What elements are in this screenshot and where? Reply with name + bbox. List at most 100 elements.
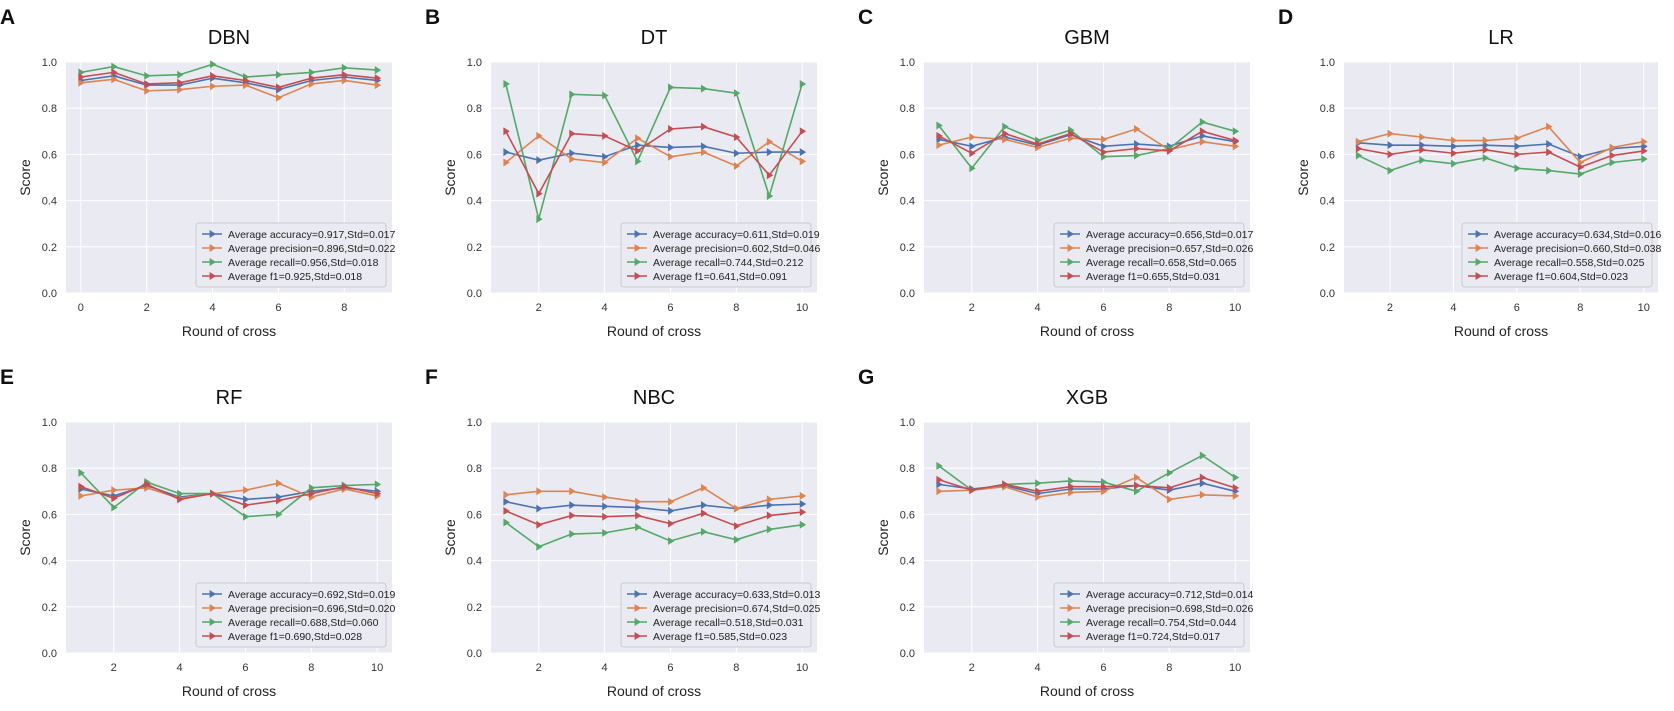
data-point-accuracy — [635, 503, 642, 512]
y-tick-label: 0.6 — [1320, 149, 1335, 161]
legend-entry-precision: Average precision=0.698,Std=0.026 — [1086, 603, 1254, 615]
data-point-f1 — [1577, 163, 1585, 172]
y-tick-label: 0.4 — [900, 556, 915, 568]
x-tick-label: 6 — [242, 662, 248, 674]
y-tick-label: 0.8 — [900, 103, 915, 115]
y-axis-label: Score — [17, 519, 33, 556]
data-point-f1 — [374, 489, 382, 498]
y-tick-label: 1.0 — [42, 417, 57, 429]
data-point-f1 — [936, 131, 943, 140]
data-point-recall — [374, 480, 382, 489]
chart-d: D LR 0.0 0.2 0.4 0.6 0.8 1.0 2 4 6 8 10 Round of cros… — [1278, 6, 1662, 339]
data-point-f1 — [78, 482, 85, 491]
data-point-precision — [1387, 129, 1394, 138]
legend-entry-f1: Average f1=0.641,Std=0.091 — [653, 271, 787, 283]
x-tick-label: 8 — [341, 302, 347, 314]
x-tick-label: 4 — [602, 302, 608, 314]
data-point-f1 — [1035, 487, 1042, 496]
data-point-recall — [1451, 159, 1458, 168]
x-tick-label: 6 — [667, 662, 673, 674]
y-tick-label: 0.0 — [1320, 288, 1335, 300]
x-axis-label: Round of cross — [607, 323, 701, 339]
chart-title: DBN — [208, 27, 250, 49]
legend-entry-recall: Average recall=0.754,Std=0.044 — [1086, 617, 1237, 629]
data-point-f1 — [1232, 483, 1240, 492]
data-point-f1 — [111, 68, 118, 77]
data-point-f1 — [1641, 146, 1648, 155]
y-axis-label: Score — [875, 519, 891, 556]
legend-entry-precision: Average precision=0.696,Std=0.020 — [228, 603, 396, 615]
legend-marker-accuracy — [634, 230, 641, 238]
panel-letter: E — [0, 366, 14, 389]
x-tick-label: 6 — [1100, 662, 1106, 674]
data-point-recall — [733, 89, 741, 98]
data-point-f1 — [569, 129, 576, 138]
data-point-recall — [503, 79, 510, 88]
data-point-recall — [1199, 451, 1207, 460]
series-line-recall — [505, 521, 803, 548]
data-point-f1 — [569, 511, 576, 520]
y-tick-label: 0.4 — [467, 556, 482, 568]
data-point-precision — [1035, 493, 1042, 502]
series-line-f1 — [938, 476, 1236, 493]
data-point-recall — [766, 191, 774, 200]
legend-marker-precision — [209, 604, 216, 612]
data-point-f1 — [1451, 149, 1458, 158]
series-line-recall — [1357, 154, 1644, 175]
data-point-f1 — [1355, 144, 1363, 153]
legend-entry-accuracy: Average accuracy=0.611,Std=0.019 — [653, 229, 820, 241]
data-point-accuracy — [1514, 142, 1521, 151]
x-tick-label: 2 — [969, 662, 975, 674]
legend-marker-f1 — [1067, 272, 1074, 280]
data-point-accuracy — [700, 501, 708, 510]
data-point-accuracy — [503, 497, 510, 506]
x-axis-label: Round of cross — [607, 683, 701, 699]
y-tick-label: 0.8 — [467, 463, 482, 475]
legend — [195, 582, 387, 648]
legend-entry-recall: Average recall=0.558,Std=0.025 — [1494, 257, 1645, 269]
data-point-recall — [668, 536, 675, 545]
y-tick-label: 0.4 — [42, 196, 57, 208]
data-point-recall — [1577, 170, 1585, 179]
data-point-precision — [308, 79, 316, 88]
legend-marker-recall — [209, 618, 216, 626]
data-point-precision — [536, 487, 543, 496]
y-tick-label: 0.8 — [900, 463, 915, 475]
legend-marker-precision — [1475, 244, 1482, 252]
legend-entry-accuracy: Average accuracy=0.692,Std=0.019 — [228, 589, 396, 601]
data-point-recall — [1002, 122, 1009, 131]
x-tick-label: 4 — [1035, 302, 1041, 314]
data-point-precision — [799, 157, 807, 166]
data-point-recall — [1166, 468, 1174, 477]
data-point-recall — [700, 527, 708, 536]
data-point-precision — [635, 134, 642, 143]
legend-marker-f1 — [1475, 272, 1482, 280]
data-point-f1 — [210, 489, 217, 498]
x-tick-label: 10 — [371, 662, 383, 674]
x-tick-label: 4 — [177, 662, 183, 674]
data-point-precision — [144, 86, 151, 95]
chart-f: F NBC 0.0 0.2 0.4 0.6 0.8 1.0 2 4 6 8 10 Round of cro… — [425, 366, 821, 699]
y-tick-label: 0.2 — [467, 602, 482, 614]
data-point-f1 — [1199, 127, 1207, 136]
y-tick-label: 0.8 — [1320, 103, 1335, 115]
x-tick-label: 8 — [1166, 662, 1172, 674]
data-point-f1 — [668, 124, 675, 133]
x-tick-label: 6 — [1514, 302, 1520, 314]
x-axis-label: Round of cross — [182, 323, 276, 339]
data-point-recall — [210, 60, 217, 69]
data-point-accuracy — [602, 502, 609, 511]
x-axis-label: Round of cross — [1040, 323, 1134, 339]
data-point-recall — [1419, 156, 1426, 165]
data-point-precision — [1232, 491, 1240, 500]
panel-e: E RF 0.0 0.2 0.4 0.6 0.8 1.0 2 4 6 8 10 Round of cros… — [0, 360, 420, 711]
x-tick-label: 8 — [1166, 302, 1172, 314]
data-point-precision — [1068, 488, 1075, 497]
data-point-f1 — [1199, 473, 1207, 482]
data-point-accuracy — [1387, 141, 1394, 150]
data-point-f1 — [602, 512, 609, 521]
data-point-precision — [111, 75, 118, 84]
legend-entry-precision: Average precision=0.674,Std=0.025 — [653, 603, 821, 615]
legend-marker-f1 — [209, 272, 216, 280]
data-point-precision — [733, 161, 741, 170]
